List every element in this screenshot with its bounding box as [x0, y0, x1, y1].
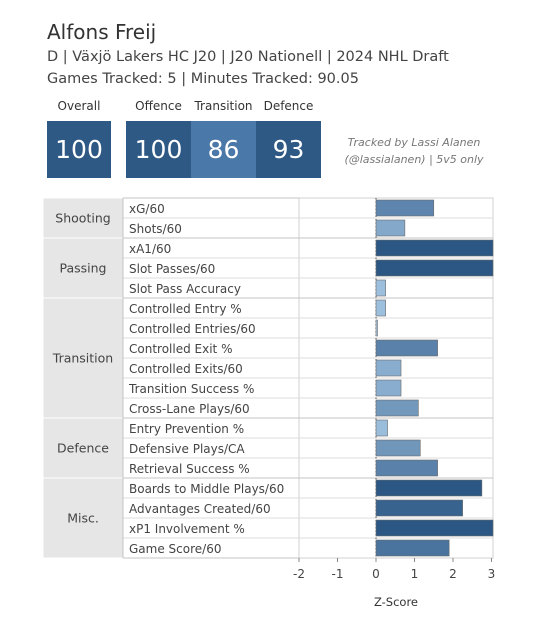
- group-cell-shooting: [42, 197, 124, 239]
- bar-controlled-exit: [375, 339, 438, 357]
- metric-label-transition-success: Transition Success %: [128, 382, 254, 396]
- bar-xp1-involvement: [375, 519, 494, 537]
- metric-label-controlled-exits-60: Controlled Exits/60: [129, 362, 243, 376]
- credit-line-2: (@lassialanen) | 5v5 only: [344, 153, 484, 166]
- metric-label-entry-prevention: Entry Prevention %: [129, 422, 244, 436]
- overall-rating-box: 100: [47, 121, 111, 178]
- group-cell-defence: [42, 417, 124, 479]
- metric-label-retrieval-success: Retrieval Success %: [129, 462, 250, 476]
- bar-boards-to-middle-plays-60: [375, 479, 483, 497]
- metric-label-slot-passes-60: Slot Passes/60: [129, 262, 215, 276]
- offence-rating-box: 100: [126, 121, 191, 178]
- x-tick-label: -2: [293, 567, 305, 581]
- bar-controlled-exits-60: [375, 359, 402, 377]
- bar-slot-passes-60: [375, 259, 494, 277]
- offence-rating-label: Offence: [135, 99, 182, 113]
- bar-advantages-created-60: [375, 499, 463, 517]
- group-label-defence: Defence: [57, 441, 109, 456]
- metric-label-game-score-60: Game Score/60: [129, 542, 221, 556]
- bar-game-score-60: [375, 539, 450, 557]
- tracking-credit: Tracked by Lassi Alanen (@lassialanen) |…: [330, 134, 498, 168]
- player-info: D | Växjö Lakers HC J20 | J20 Nationell …: [47, 49, 449, 65]
- defence-rating-box: 93: [256, 121, 321, 178]
- games-tracked-info: Games Tracked: 5 | Minutes Tracked: 90.0…: [47, 71, 359, 87]
- bar-defensive-plays-ca: [375, 439, 421, 457]
- overall-rating-label: Overall: [57, 99, 101, 113]
- metric-label-defensive-plays-ca: Defensive Plays/CA: [129, 442, 245, 456]
- bar-controlled-entries-60: [375, 319, 378, 337]
- group-label-passing: Passing: [60, 261, 107, 276]
- group-label-shooting: Shooting: [55, 211, 110, 226]
- x-axis-label: Z-Score: [374, 595, 418, 609]
- metric-label-controlled-entries-60: Controlled Entries/60: [129, 322, 256, 336]
- bar-entry-prevention: [375, 419, 388, 437]
- x-tick-label: 0: [372, 567, 380, 581]
- bar-controlled-entry: [375, 299, 386, 317]
- x-tick-label: 1: [411, 567, 419, 581]
- metric-label-xa1-60: xA1/60: [129, 242, 171, 256]
- credit-line-1: Tracked by Lassi Alanen: [347, 136, 481, 149]
- metric-label-boards-to-middle-plays-60: Boards to Middle Plays/60: [129, 482, 284, 496]
- bar-cross-lane-plays-60: [375, 399, 419, 417]
- transition-rating-label: Transition: [194, 99, 253, 113]
- metric-label-advantages-created-60: Advantages Created/60: [129, 502, 271, 516]
- metric-label-xp1-involvement: xP1 Involvement %: [129, 522, 245, 536]
- metric-label-controlled-exit: Controlled Exit %: [129, 342, 232, 356]
- metric-label-shots-60: Shots/60: [129, 222, 182, 236]
- metric-label-controlled-entry: Controlled Entry %: [129, 302, 242, 316]
- metric-label-cross-lane-plays-60: Cross-Lane Plays/60: [129, 402, 250, 416]
- bar-transition-success: [375, 379, 402, 397]
- x-tick-label: -1: [332, 567, 344, 581]
- x-tick-label: 3: [488, 567, 496, 581]
- metric-label-xg-60: xG/60: [129, 202, 165, 216]
- player-name: Alfons Freij: [47, 20, 157, 44]
- group-label-misc: Misc.: [67, 511, 99, 526]
- group-label-transition: Transition: [52, 351, 113, 366]
- defence-rating-label: Defence: [263, 99, 314, 113]
- bar-xa1-60: [375, 239, 494, 257]
- x-tick-label: 2: [449, 567, 457, 581]
- bar-slot-pass-accuracy: [375, 279, 386, 297]
- bar-shots-60: [375, 219, 406, 237]
- metric-label-slot-pass-accuracy: Slot Pass Accuracy: [129, 282, 241, 296]
- group-cell-misc: [42, 477, 124, 559]
- bar-xg-60: [375, 199, 435, 217]
- transition-rating-box: 86: [191, 121, 256, 178]
- bar-retrieval-success: [375, 459, 438, 477]
